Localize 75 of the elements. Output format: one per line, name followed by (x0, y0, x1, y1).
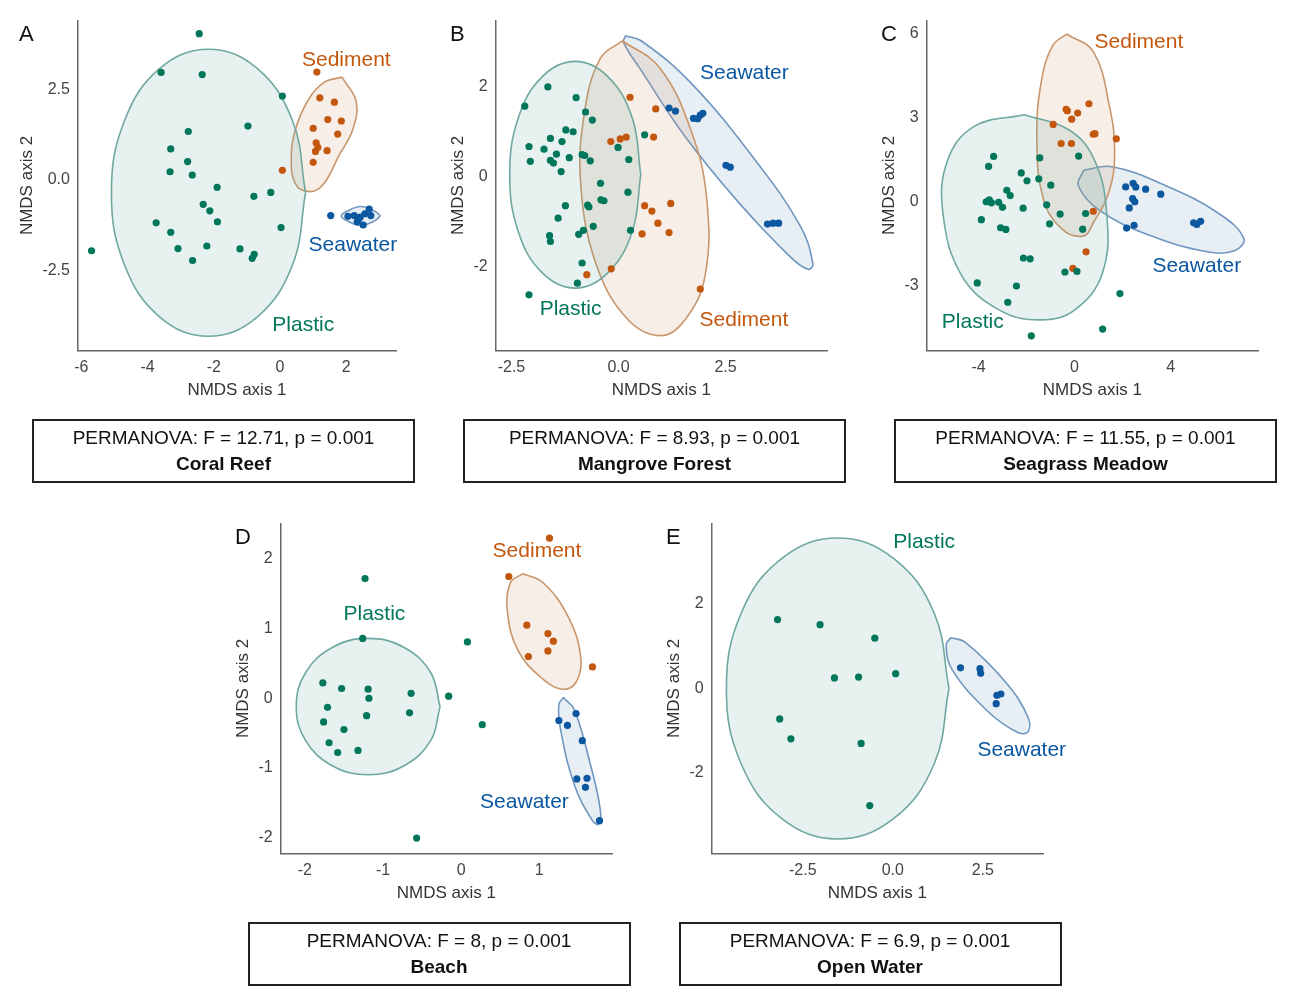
y-tick-label: -2 (473, 256, 488, 274)
series-label: Plastic (539, 295, 602, 319)
series-label: Sediment (699, 306, 789, 330)
text: Mangrove Forest (576, 452, 733, 476)
y-axis-title: NMDS axis 2 (878, 135, 898, 236)
text: PERMANOVA: F = 6.9, p = 0.001 (728, 929, 1012, 953)
y-tick-label: -3 (904, 276, 919, 294)
x-axis-title: NMDS axis 1 (1042, 380, 1142, 400)
x-tick-label: 0 (275, 358, 285, 376)
series-label: Seawater (976, 736, 1066, 760)
chart-title: B (450, 20, 465, 46)
y-tick-label: 0 (694, 678, 704, 696)
x-tick-label: -4 (140, 358, 155, 376)
series-label: Seawater (308, 232, 398, 256)
x-tick-label: 4 (1166, 358, 1176, 376)
x-axis-title: NMDS axis 1 (827, 883, 927, 903)
series-label: Sediment (301, 47, 391, 71)
x-tick-label: -2 (297, 861, 312, 879)
series-label: Seawater (700, 60, 789, 84)
y-tick-label: 2 (694, 594, 704, 612)
series-label: Sediment (492, 538, 581, 562)
x-axis-title: NMDS axis 1 (187, 380, 287, 400)
text: Beach (409, 955, 469, 979)
y-axis-title: NMDS axis 2 (16, 135, 36, 236)
y-tick-label: 1 (263, 619, 273, 637)
x-tick-label: -1 (375, 861, 390, 879)
y-tick-label: 2 (263, 549, 273, 567)
series-label: Seawater (1152, 253, 1242, 277)
y-tick-label: 2 (478, 77, 488, 95)
y-tick-label: 3 (909, 108, 919, 126)
x-axis-title: NMDS axis 1 (396, 883, 496, 903)
series-label: Plastic (342, 600, 405, 624)
y-tick-label: 0.0 (47, 170, 71, 188)
text: PERMANOVA: F = 8, p = 0.001 (305, 929, 573, 953)
text: Seagrass Meadow (1002, 452, 1169, 476)
y-tick-label: 0 (909, 192, 919, 210)
y-tick-label: -2 (688, 763, 704, 781)
text: Plastic (892, 529, 955, 552)
x-tick-label: 0.0 (607, 358, 630, 376)
series-label: Plastic (941, 309, 1004, 333)
y-tick-label: -2.5 (42, 261, 71, 279)
x-tick-label: -6 (74, 358, 89, 376)
x-tick-label: -2.5 (788, 861, 817, 879)
chart-title: D (234, 523, 251, 549)
x-tick-label: -2.5 (497, 358, 526, 376)
x-tick-label: -2 (206, 358, 222, 376)
text: Sediment (1094, 29, 1184, 53)
x-tick-label: -4 (971, 358, 986, 376)
y-tick-label: -1 (257, 758, 273, 776)
x-tick-label: 0 (456, 861, 466, 879)
y-axis-title: NMDS axis 2 (232, 638, 252, 739)
x-tick-label: 0 (1070, 358, 1080, 376)
y-tick-label: 6 (909, 24, 919, 42)
x-tick-label: 2.5 (971, 861, 994, 879)
x-tick-label: 1 (534, 861, 544, 879)
x-tick-label: 2 (341, 358, 351, 376)
text: Open Water (816, 955, 924, 979)
y-tick-label: 0 (478, 166, 488, 184)
chart-title: C (881, 20, 897, 46)
x-tick-label: 0.0 (881, 861, 904, 879)
x-tick-label: 2.5 (714, 358, 737, 376)
text: PERMANOVA: F = 12.71, p = 0.001 (71, 426, 376, 450)
y-axis-title: NMDS axis 2 (663, 638, 683, 739)
chart-title: A (19, 20, 34, 46)
series-label: Seawater (479, 789, 569, 813)
y-tick-label: -2 (257, 827, 273, 845)
text: PERMANOVA: F = 8.93, p = 0.001 (507, 426, 802, 450)
x-axis-title: NMDS axis 1 (611, 380, 711, 400)
text: Plastic (272, 311, 335, 335)
text: Coral Reef (175, 452, 272, 476)
text: PERMANOVA: F = 11.55, p = 0.001 (934, 426, 1237, 450)
chart-title: E (665, 523, 681, 549)
y-tick-label: 0 (263, 688, 273, 706)
y-tick-label: 2.5 (47, 79, 71, 97)
y-axis-title: NMDS axis 2 (447, 135, 467, 236)
